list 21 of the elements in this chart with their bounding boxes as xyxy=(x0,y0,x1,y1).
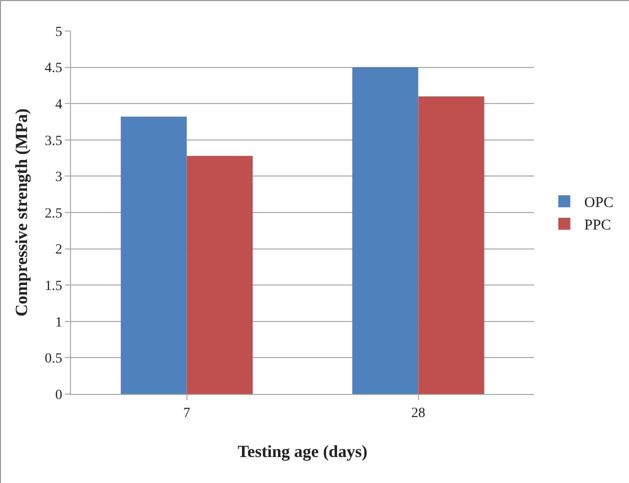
y-tick-label: 1 xyxy=(55,315,62,330)
y-tick-label: 2 xyxy=(55,242,62,258)
y-tick-label: 4.5 xyxy=(44,61,62,76)
y-tick-label: 2.5 xyxy=(44,206,62,222)
x-axis-title: Testing age (days) xyxy=(238,442,368,462)
bar xyxy=(120,116,187,394)
bar xyxy=(352,67,418,394)
x-tick-label: 7 xyxy=(183,406,190,421)
y-tick-label: 3.5 xyxy=(44,134,62,149)
y-axis-title: Compressive strength (MPa) xyxy=(12,108,31,317)
x-tick-label: 28 xyxy=(411,406,426,421)
y-tick-label: 4 xyxy=(55,98,62,112)
legend-label: PPC xyxy=(584,218,611,234)
legend-label: OPC xyxy=(584,195,614,212)
y-tick-label: 0 xyxy=(55,388,62,403)
y-tick-label: 1.5 xyxy=(44,279,62,294)
y-tick-label: 3 xyxy=(55,170,62,186)
bar xyxy=(418,96,484,394)
y-tick-label: 0.5 xyxy=(44,352,62,367)
y-tick-label: 5 xyxy=(55,24,62,40)
bar xyxy=(186,156,253,394)
